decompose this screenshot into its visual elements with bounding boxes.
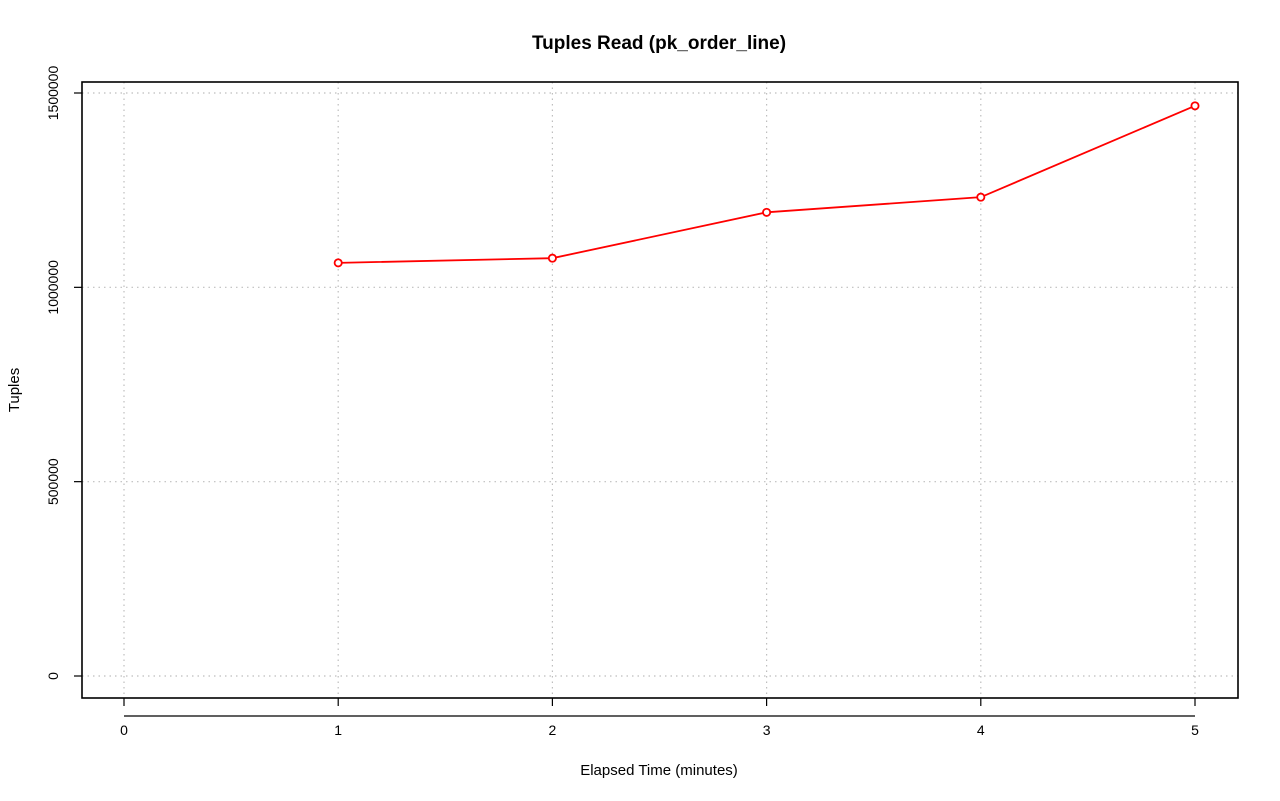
y-tick-label: 0: [45, 672, 61, 680]
x-tick-label: 4: [977, 722, 985, 738]
data-point: [976, 192, 986, 202]
x-axis: 0 1 2 3 4 5: [120, 698, 1199, 738]
chart-title: Tuples Read (pk_order_line): [532, 33, 786, 54]
y-axis: 0 500000 1000000 1500000: [45, 66, 82, 680]
x-axis-label: Elapsed Time (minutes): [580, 762, 738, 779]
y-tick-label: 1500000: [45, 66, 61, 121]
series-line: [338, 104, 1196, 264]
y-axis-label: Tuples: [6, 368, 23, 412]
y-tick-label: 1000000: [45, 260, 61, 315]
plot-frame: [81, 81, 1239, 699]
x-tick-label: 5: [1191, 722, 1199, 738]
data-point: [1190, 101, 1200, 111]
series-layer: [333, 101, 1200, 268]
data-point: [333, 258, 343, 268]
x-tick-label: 3: [763, 722, 771, 738]
data-point: [762, 207, 772, 217]
grid: [82, 82, 1238, 698]
data-point: [547, 253, 557, 263]
x-tick-label: 2: [549, 722, 557, 738]
x-tick-label: 1: [334, 722, 342, 738]
y-tick-label: 500000: [45, 458, 61, 505]
x-tick-label: 0: [120, 722, 128, 738]
